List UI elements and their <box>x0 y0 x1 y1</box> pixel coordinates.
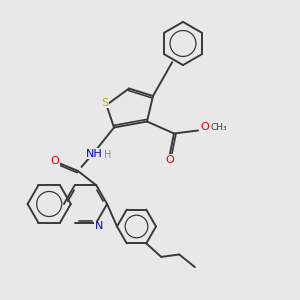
Text: S: S <box>101 98 109 108</box>
Text: NH: NH <box>86 148 103 159</box>
Text: CH₃: CH₃ <box>211 123 227 132</box>
Text: O: O <box>165 154 174 165</box>
Text: H: H <box>104 150 111 160</box>
Text: O: O <box>50 156 59 166</box>
Text: N: N <box>94 221 103 231</box>
Text: O: O <box>200 122 209 133</box>
